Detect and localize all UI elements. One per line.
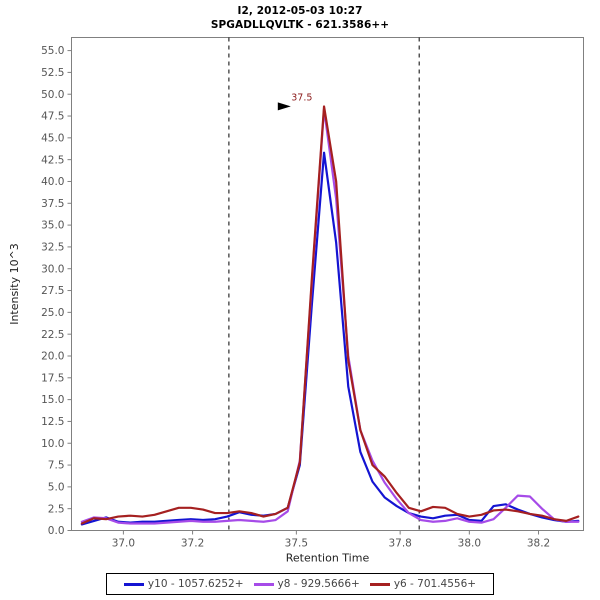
series-line <box>80 107 580 525</box>
y-axis-tick-label: 52.5 <box>41 67 64 79</box>
x-axis-tick-label: 38.0 <box>458 538 481 550</box>
x-axis-tick-label: 37.2 <box>181 538 204 550</box>
y-axis-tick-label: 22.5 <box>41 329 64 341</box>
chart-title-line-2: SPGADLLQVLTK - 621.3586++ <box>210 19 390 31</box>
y-axis-title: Intensity 10^3 <box>8 243 21 325</box>
x-axis-title: Retention Time <box>286 552 370 565</box>
legend-color-swatch <box>253 582 274 586</box>
y-axis-tick-label: 7.5 <box>48 460 65 472</box>
legend-item-label: y6 - 701.4556+ <box>393 578 477 590</box>
y-axis-tick-label: 12.5 <box>41 416 64 428</box>
y-axis-tick-label: 50.0 <box>41 89 64 101</box>
x-axis-tick-label: 37.0 <box>112 538 135 550</box>
legend-item-label: y10 - 1057.6252+ <box>147 578 244 590</box>
y-axis-tick-label: 27.5 <box>41 285 64 297</box>
y-axis-tick-label: 47.5 <box>41 111 64 123</box>
y-axis-tick-label: 37.5 <box>41 198 64 210</box>
y-axis-tick-label: 30.0 <box>41 263 64 275</box>
series-line <box>80 151 580 526</box>
peak-apex-label: 37.5 <box>291 92 312 103</box>
legend-item[interactable]: y10 - 1057.6252+ <box>123 578 244 590</box>
y-axis-tick-label: 5.0 <box>48 481 65 493</box>
plot-frame <box>71 37 584 531</box>
y-axis-tick-label: 15.0 <box>41 394 64 406</box>
legend-color-swatch <box>369 582 390 586</box>
y-axis-tick-label: 35.0 <box>41 220 64 232</box>
y-axis-tick-label: 45.0 <box>41 132 64 144</box>
y-axis-tick-label: 10.0 <box>41 438 64 450</box>
legend-item-label: y8 - 929.5666+ <box>277 578 360 590</box>
chart-legend: y10 - 1057.6252+ y8 - 929.5666+ y6 - 701.4… <box>106 573 494 595</box>
chart-title: I2, 2012-05-03 10:27 SPGADLLQVLTK - 621.… <box>0 4 600 32</box>
legend-item[interactable]: y6 - 701.4556+ <box>369 578 477 590</box>
legend-color-swatch <box>123 582 144 586</box>
series-line <box>80 105 580 525</box>
x-axis-tick-label: 37.8 <box>388 538 411 550</box>
y-axis-tick-label: 55.0 <box>41 45 64 57</box>
x-axis-tick-label: 38.2 <box>527 538 550 550</box>
y-axis-tick-label: 25.0 <box>41 307 64 319</box>
y-axis-tick-label: 40.0 <box>41 176 64 188</box>
y-axis-tick-label: 0.0 <box>48 525 65 537</box>
y-axis-tick-label: 17.5 <box>41 372 64 384</box>
peak-apex-marker-icon <box>277 102 291 111</box>
y-axis-tick-label: 2.5 <box>48 503 65 515</box>
x-axis-tick-label: 37.5 <box>285 538 308 550</box>
y-axis-tick-label: 20.0 <box>41 351 64 363</box>
legend-item[interactable]: y8 - 929.5666+ <box>253 578 360 590</box>
y-axis-tick-label: 32.5 <box>41 242 64 254</box>
chart-title-line-1: I2, 2012-05-03 10:27 <box>237 5 363 17</box>
y-axis-tick-label: 42.5 <box>41 154 64 166</box>
